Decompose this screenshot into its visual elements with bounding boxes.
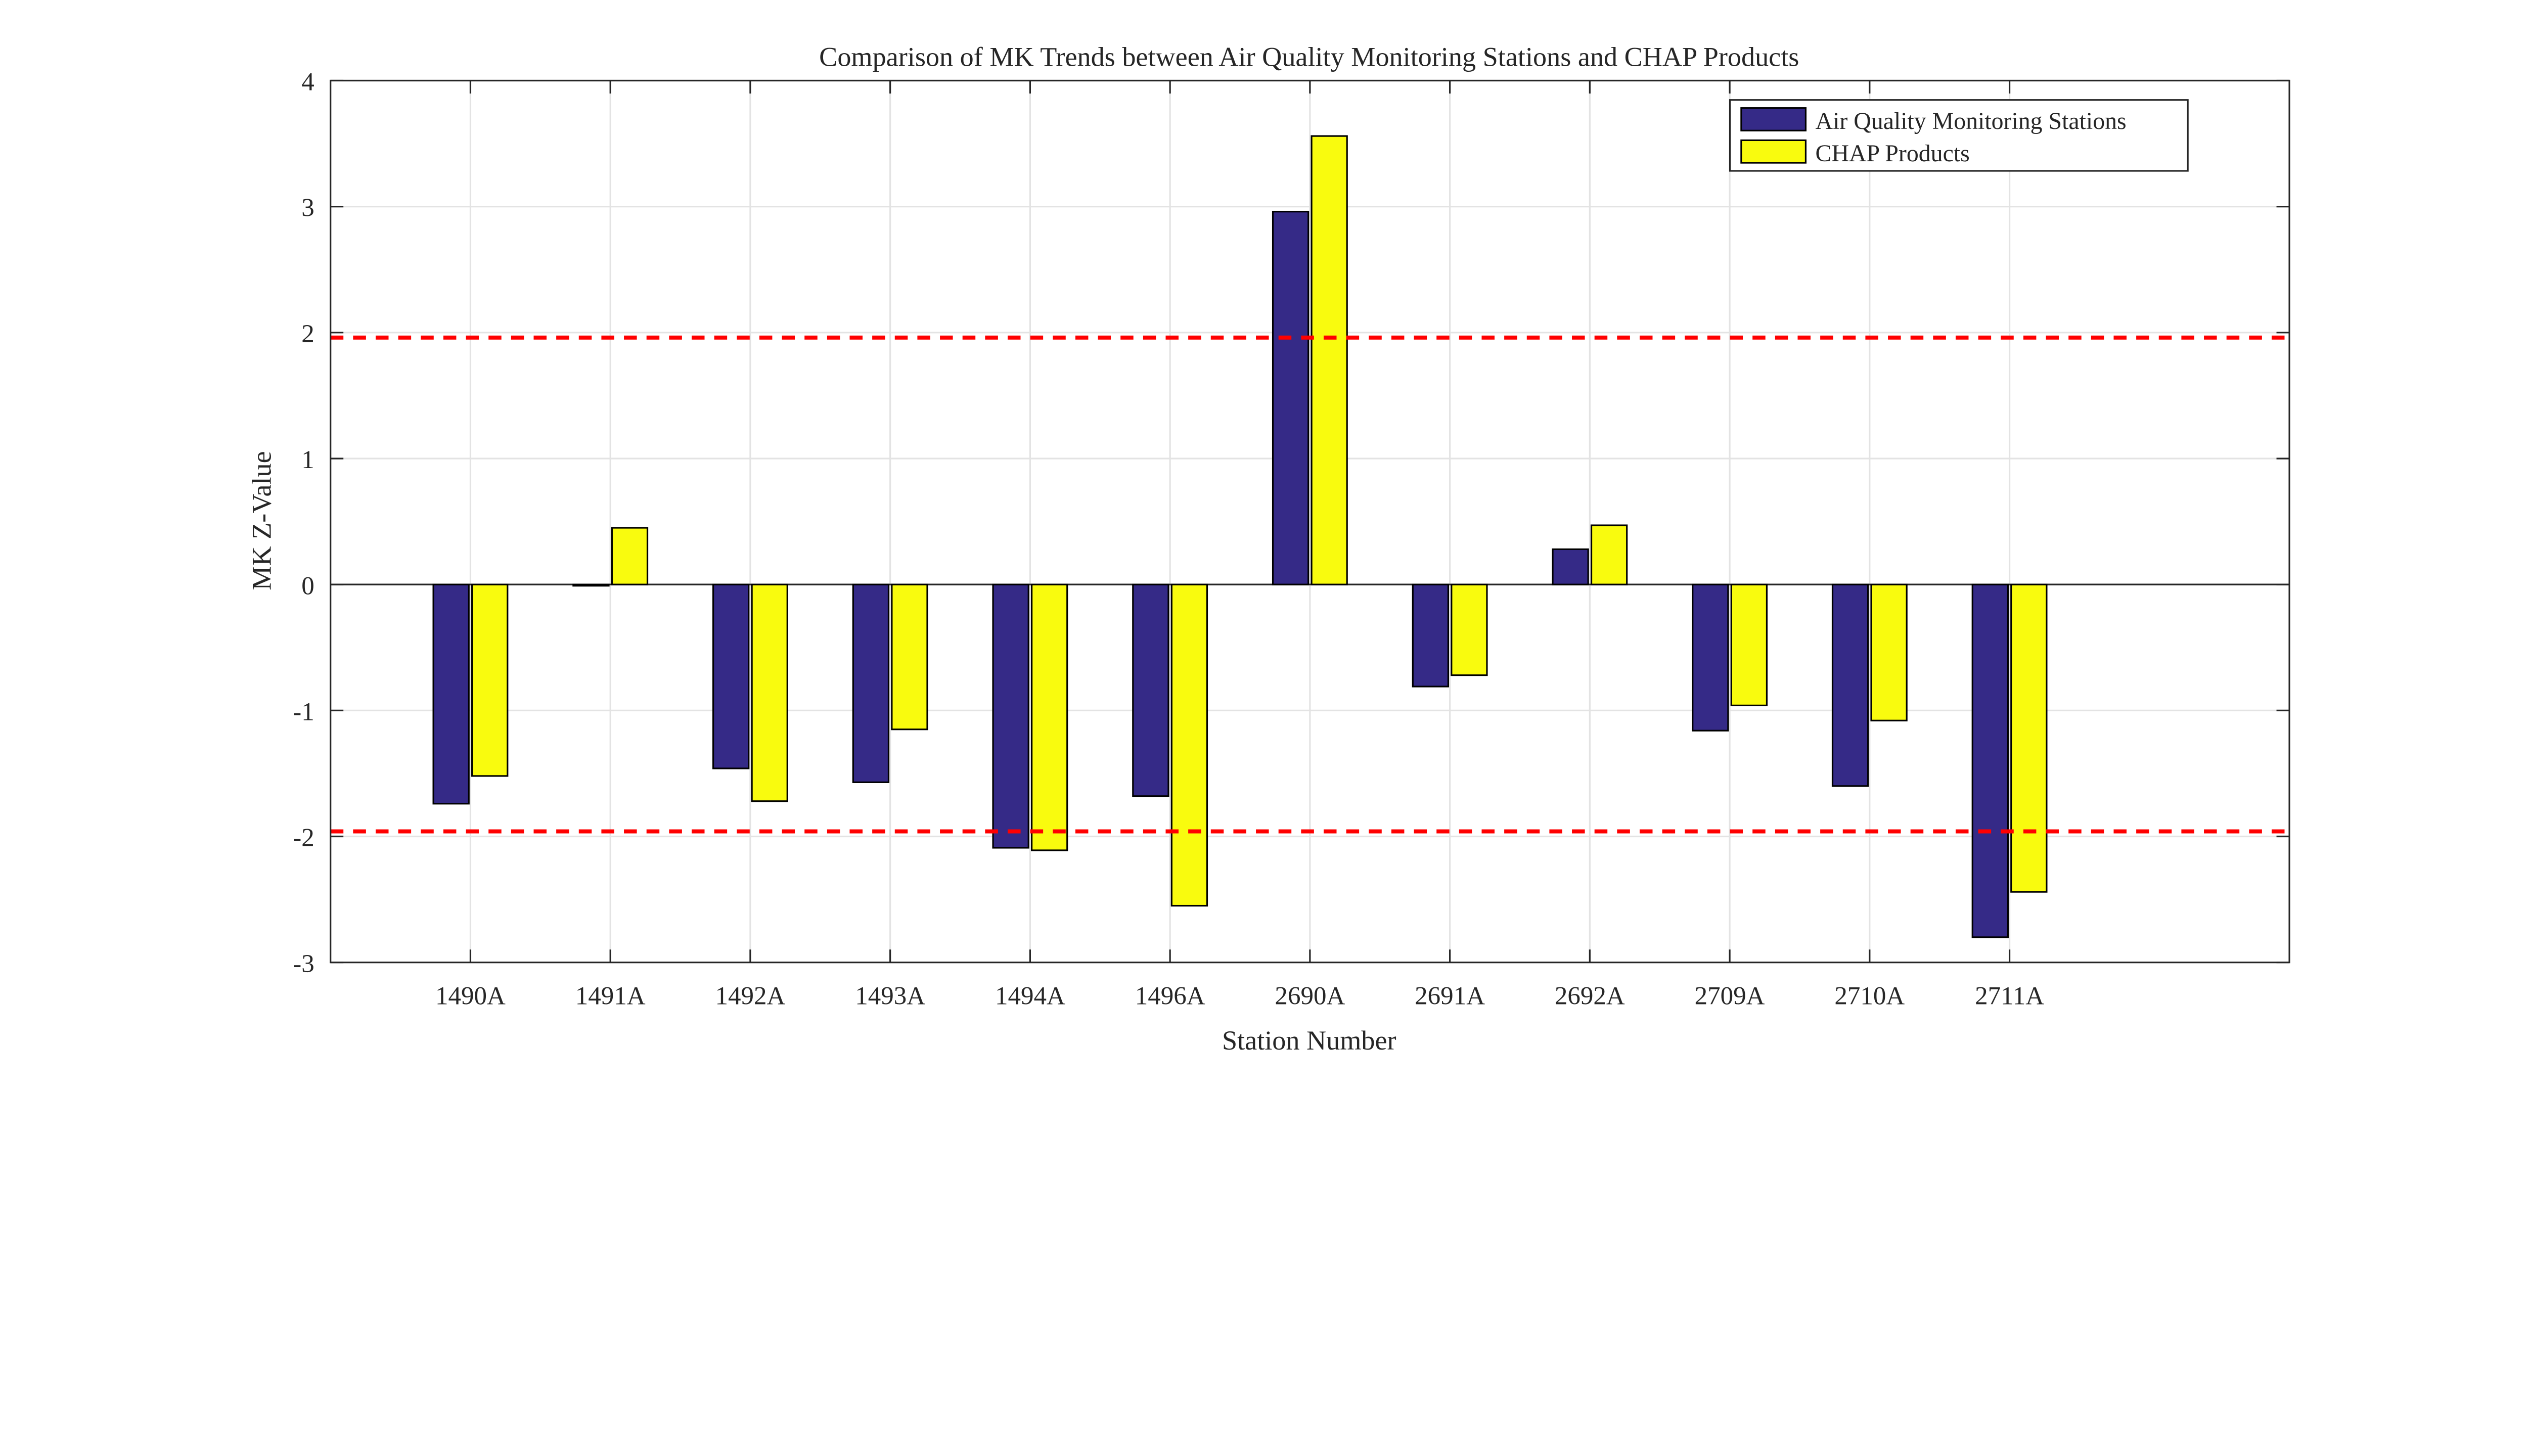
bar-chart: -3 -2 -1 0 1 2 3 4 1490A 1491A 1492A 1493A 1494A 1496… xyxy=(0,0,2528,1082)
legend-label-air-quality: Air Quality Monitoring Stations xyxy=(1816,108,2127,134)
y-tick-label: 2 xyxy=(301,320,314,348)
x-tick-label: 1493A xyxy=(855,982,925,1011)
legend-swatch-chap xyxy=(1740,139,1807,164)
chart-title: Comparison of MK Trends between Air Qual… xyxy=(819,42,1799,72)
bar-chap-1490A xyxy=(471,583,509,777)
bar-air-quality-1492A xyxy=(712,583,750,769)
ticks: -3 -2 -1 0 1 2 3 4 1490A 1491A 1492A 1493A 1494A 1496… xyxy=(293,68,2290,1011)
x-tick-label: 2690A xyxy=(1275,982,1345,1011)
legend-swatch-air-quality xyxy=(1740,107,1807,131)
bar-air-quality-2711A xyxy=(1971,583,2009,938)
x-tick-label: 2709A xyxy=(1695,982,1765,1011)
bar-chap-2709A xyxy=(1730,583,1768,706)
bar-air-quality-2710A xyxy=(1831,583,1869,787)
x-tick-label: 1494A xyxy=(995,982,1065,1011)
y-tick-label: 1 xyxy=(301,446,314,474)
legend: Air Quality Monitoring Stations CHAP Pro… xyxy=(1729,99,2189,172)
bar-chap-1496A xyxy=(1170,583,1208,907)
x-tick-label: 2692A xyxy=(1555,982,1625,1011)
bars xyxy=(432,135,2048,938)
y-tick-label: -3 xyxy=(293,950,314,978)
bar-chap-2710A xyxy=(1870,583,1908,721)
bar-chap-2690A xyxy=(1311,135,1348,585)
x-tick-label: 1490A xyxy=(435,982,506,1011)
bar-chap-2691A xyxy=(1451,583,1488,676)
legend-label-chap: CHAP Products xyxy=(1816,140,1970,167)
bar-air-quality-2709A xyxy=(1692,583,1729,732)
bar-air-quality-1494A xyxy=(992,583,1029,849)
x-tick-label: 2711A xyxy=(1975,982,2044,1011)
y-tick-label: 3 xyxy=(301,194,314,222)
bar-air-quality-1490A xyxy=(432,583,470,805)
bar-chap-2711A xyxy=(2010,583,2048,893)
bar-chap-1494A xyxy=(1030,583,1068,851)
chart-container: -3 -2 -1 0 1 2 3 4 1490A 1491A 1492A 1493A 1494A 1496… xyxy=(0,0,2528,1082)
x-axis-label: Station Number xyxy=(1222,1025,1396,1056)
background xyxy=(0,0,2528,1082)
x-tick-label: 2710A xyxy=(1834,982,1905,1011)
x-tick-label: 1492A xyxy=(715,982,785,1011)
bar-air-quality-1496A xyxy=(1132,583,1169,797)
bar-chap-1492A xyxy=(751,583,788,802)
y-tick-label: -2 xyxy=(293,824,314,852)
bar-chap-1493A xyxy=(891,583,928,731)
y-axis-label: MK Z-Value xyxy=(247,451,277,590)
x-tick-label: 1491A xyxy=(575,982,646,1011)
bar-air-quality-2692A xyxy=(1552,548,1589,585)
x-tick-label: 2691A xyxy=(1415,982,1485,1011)
bar-air-quality-2690A xyxy=(1272,210,1310,585)
y-tick-label: -1 xyxy=(293,698,314,726)
bar-chap-1491A xyxy=(611,527,649,585)
y-tick-label: 4 xyxy=(301,68,314,97)
reference-lines xyxy=(330,335,2290,834)
bar-chap-2692A xyxy=(1590,524,1628,585)
x-tick-label: 1496A xyxy=(1135,982,1205,1011)
y-tick-label: 0 xyxy=(301,572,314,600)
bar-air-quality-1491A xyxy=(572,583,610,587)
bar-air-quality-2691A xyxy=(1412,583,1450,688)
bar-air-quality-1493A xyxy=(852,583,890,783)
